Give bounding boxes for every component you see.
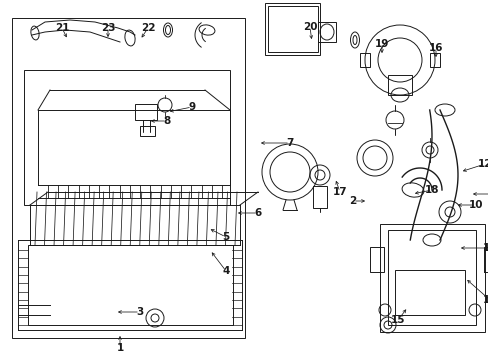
Bar (369, 247, 383, 272)
Text: 3: 3 (136, 307, 143, 317)
Text: 17: 17 (332, 187, 346, 197)
Text: 19: 19 (374, 39, 388, 49)
Text: 13: 13 (482, 295, 488, 305)
Bar (394, 270, 464, 315)
Bar (317, 22, 335, 42)
Bar (12, 18, 244, 338)
Bar (312, 186, 326, 208)
Text: 22: 22 (141, 23, 155, 33)
Text: 15: 15 (390, 315, 405, 325)
Bar (28, 245, 232, 325)
Text: 5: 5 (222, 232, 229, 242)
Bar (140, 126, 155, 136)
Bar (264, 3, 319, 55)
Bar (387, 230, 475, 325)
Bar (359, 53, 369, 67)
Bar (483, 247, 488, 272)
Bar (379, 224, 484, 332)
Bar (267, 6, 317, 52)
Text: 6: 6 (254, 208, 261, 218)
Text: 2: 2 (348, 196, 356, 206)
Text: 12: 12 (477, 159, 488, 169)
Text: 18: 18 (424, 185, 438, 195)
Text: 20: 20 (302, 22, 317, 32)
Text: 8: 8 (163, 116, 170, 126)
Bar (387, 75, 411, 95)
Text: 1: 1 (116, 343, 123, 353)
Text: 7: 7 (286, 138, 293, 148)
Text: 9: 9 (188, 102, 195, 112)
Bar (429, 53, 439, 67)
Bar (135, 104, 157, 120)
Text: 10: 10 (468, 200, 482, 210)
Text: 16: 16 (428, 43, 442, 53)
Text: 4: 4 (222, 266, 229, 276)
Text: 21: 21 (55, 23, 69, 33)
Bar (24, 70, 229, 205)
Text: 23: 23 (101, 23, 115, 33)
Text: 14: 14 (482, 243, 488, 253)
